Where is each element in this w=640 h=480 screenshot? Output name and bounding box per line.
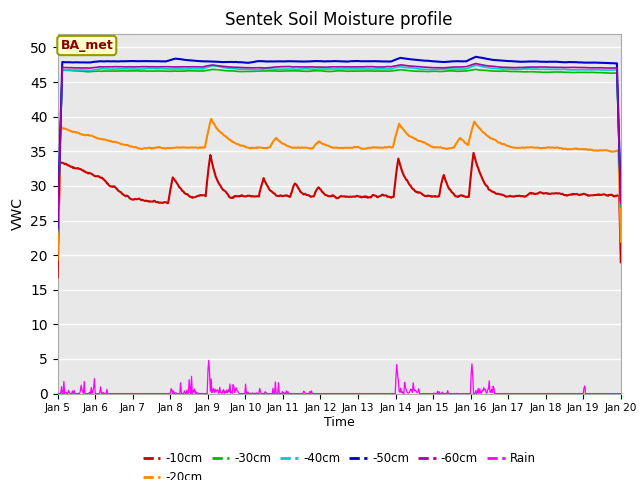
Legend: -10cm, -20cm, -30cm, -40cm, -50cm, -60cm, Rain: -10cm, -20cm, -30cm, -40cm, -50cm, -60cm… — [138, 447, 541, 480]
Text: BA_met: BA_met — [60, 39, 113, 52]
Title: Sentek Soil Moisture profile: Sentek Soil Moisture profile — [225, 11, 453, 29]
Y-axis label: VWC: VWC — [11, 197, 25, 230]
X-axis label: Time: Time — [324, 416, 355, 429]
